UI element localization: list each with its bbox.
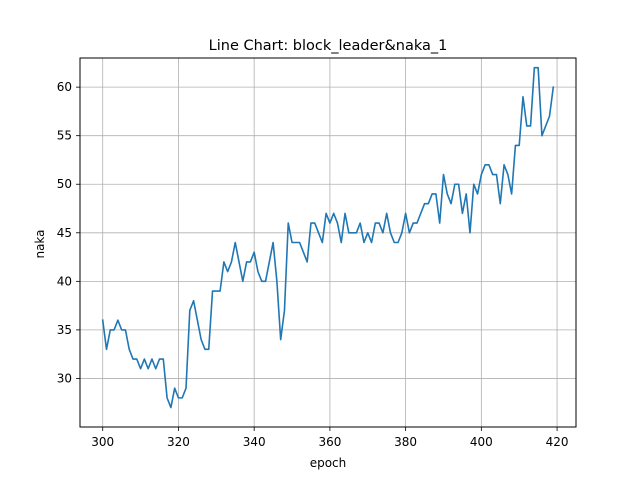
x-axis-ticks: 300 320 340 360 380 400 420: [91, 427, 569, 449]
x-tick-label: 300: [91, 435, 114, 449]
chart-title: Line Chart: block_leader&naka_1: [209, 38, 448, 54]
x-tick-label: 380: [394, 435, 417, 449]
y-axis-label: naka: [33, 229, 47, 258]
series-layer: [101, 66, 555, 409]
y-tick-label: 40: [57, 274, 72, 288]
plot-frame: [79, 57, 577, 428]
y-tick-label: 60: [57, 80, 72, 94]
y-tick-label: 35: [57, 323, 72, 337]
x-tick-label: 340: [243, 435, 266, 449]
y-tick-label: 45: [57, 226, 72, 240]
x-tick-label: 320: [167, 435, 190, 449]
grid: [80, 58, 576, 427]
series-line: [101, 66, 555, 409]
x-tick-label: 360: [318, 435, 341, 449]
y-axis-ticks: 30 35 40 45 50 55 60: [57, 80, 80, 385]
y-tick-label: 55: [57, 129, 72, 143]
x-axis-label: epoch: [310, 456, 347, 470]
y-tick-label: 30: [57, 371, 72, 385]
x-tick-label: 420: [546, 435, 569, 449]
y-tick-label: 50: [57, 177, 72, 191]
x-tick-label: 400: [470, 435, 493, 449]
